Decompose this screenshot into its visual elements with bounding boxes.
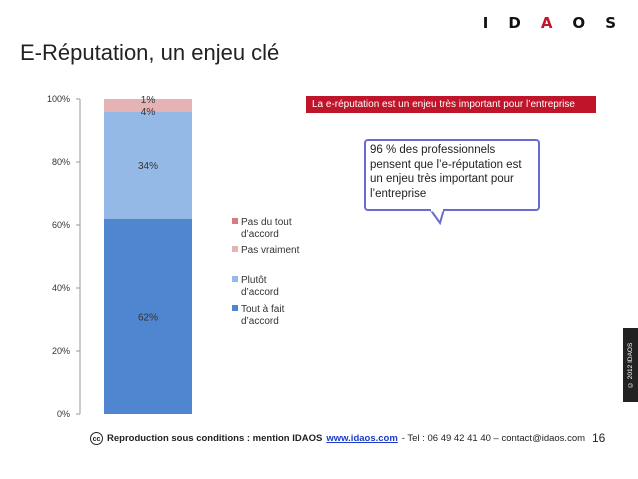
logo-letter-d: D bbox=[508, 14, 521, 32]
chart-legend: Pas du tout d’accord Pas vraiment Plutôt d’a… bbox=[232, 217, 300, 327]
callout-text: 96 % des professionnels pensent que l’e-… bbox=[370, 144, 522, 200]
idaos-logo: I D A O S bbox=[483, 14, 616, 32]
copyright-sidebar bbox=[623, 328, 638, 402]
page-title: E-Réputation, un enjeu clé bbox=[20, 40, 280, 65]
y-tick-label: 80% bbox=[52, 157, 70, 167]
logo-letter-i: I bbox=[482, 14, 489, 32]
bar-data-label-2: 4% bbox=[141, 107, 156, 118]
legend-label-1: Plutôt d’accord bbox=[241, 275, 279, 298]
bar-segments bbox=[104, 99, 192, 414]
bar-segment-0 bbox=[104, 218, 192, 414]
creative-commons-icon: cc bbox=[90, 432, 103, 445]
callout-tail bbox=[430, 209, 446, 225]
legend-swatch-0 bbox=[232, 305, 238, 311]
y-tick-label: 100% bbox=[47, 94, 70, 104]
legend-swatch-1 bbox=[232, 276, 238, 282]
footer-website-link[interactable]: www.idaos.com bbox=[326, 433, 398, 444]
bar-data-labels: 62% 34% 4%1% bbox=[138, 95, 158, 323]
logo-letter-a: A bbox=[540, 14, 553, 32]
footer: cc Reproduction sous conditions : mentio… bbox=[90, 432, 585, 445]
bar-data-label-1: 34% bbox=[138, 161, 158, 172]
callout-box: 96 % des professionnels pensent que l’e-… bbox=[364, 139, 540, 211]
y-tick-label: 20% bbox=[52, 346, 70, 356]
copyright-text: © 2012 IDAOS bbox=[627, 342, 634, 388]
bar-segment-2 bbox=[104, 99, 192, 112]
footer-reproduction-text: Reproduction sous conditions : mention I… bbox=[107, 433, 323, 444]
legend-label-3: Pas du tout d’accord bbox=[241, 217, 292, 240]
logo-letter-o: O bbox=[572, 14, 586, 32]
legend-swatch-2 bbox=[232, 246, 238, 252]
key-finding-banner: La e-réputation est un enjeu très import… bbox=[306, 96, 596, 113]
y-tick-label: 40% bbox=[52, 283, 70, 293]
bar-data-label-0: 62% bbox=[138, 312, 158, 323]
page-number: 16 bbox=[592, 431, 606, 445]
y-tick-label: 0% bbox=[57, 409, 70, 419]
y-axis: 0% 20% 40% 60% 80% 100% bbox=[47, 94, 81, 419]
logo-letter-s: S bbox=[605, 14, 616, 32]
legend-swatch-3 bbox=[232, 218, 238, 224]
legend-label-0: Tout à fait d’accord bbox=[241, 304, 285, 327]
legend-label-2: Pas vraiment bbox=[241, 245, 300, 256]
bar-data-label-3: 1% bbox=[141, 95, 156, 106]
bar-segment-1 bbox=[104, 111, 192, 219]
footer-contact-text: - Tel : 06 49 42 41 40 – contact@idaos.c… bbox=[401, 433, 586, 444]
y-tick-label: 60% bbox=[52, 220, 70, 230]
